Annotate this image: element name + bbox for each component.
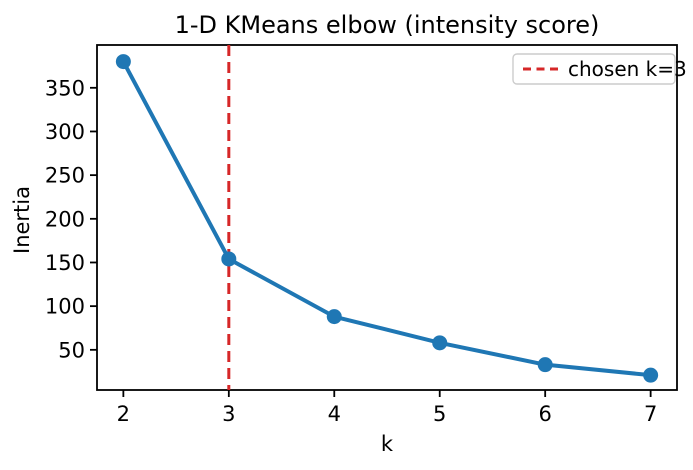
x-tick-label: 2 <box>117 402 130 426</box>
legend-label: chosen k=3 <box>568 57 687 81</box>
y-tick-label: 250 <box>45 164 85 188</box>
data-point-marker <box>432 335 448 351</box>
chart-title: 1-D KMeans elbow (intensity score) <box>175 11 600 39</box>
y-tick-label: 100 <box>45 295 85 319</box>
data-point-marker <box>115 54 131 70</box>
inertia-line <box>121 59 653 378</box>
legend-box <box>512 53 676 85</box>
y-axis-label: Inertia <box>10 186 34 254</box>
x-axis-label: k <box>381 432 394 456</box>
y-tick-label: 350 <box>45 76 85 100</box>
x-tick-label: 4 <box>328 402 341 426</box>
x-tick-label: 7 <box>644 402 657 426</box>
data-point-marker <box>643 367 659 383</box>
data-point-marker <box>326 309 342 325</box>
series-layer <box>115 45 659 390</box>
y-tick-label: 300 <box>45 120 85 144</box>
x-tick-label: 3 <box>222 402 235 426</box>
data-point-marker <box>221 251 237 267</box>
y-tick-label: 150 <box>45 251 85 275</box>
y-tick-label: 200 <box>45 207 85 231</box>
x-tick-label: 6 <box>538 402 551 426</box>
axes-layer: 2 3 4 5 6 7 50 100 150 200 250 300 350 <box>45 44 678 426</box>
y-tick-label: 50 <box>58 338 85 362</box>
data-point-marker <box>537 357 553 373</box>
x-tick-label: 5 <box>433 402 446 426</box>
legend: chosen k=3 <box>512 53 687 85</box>
